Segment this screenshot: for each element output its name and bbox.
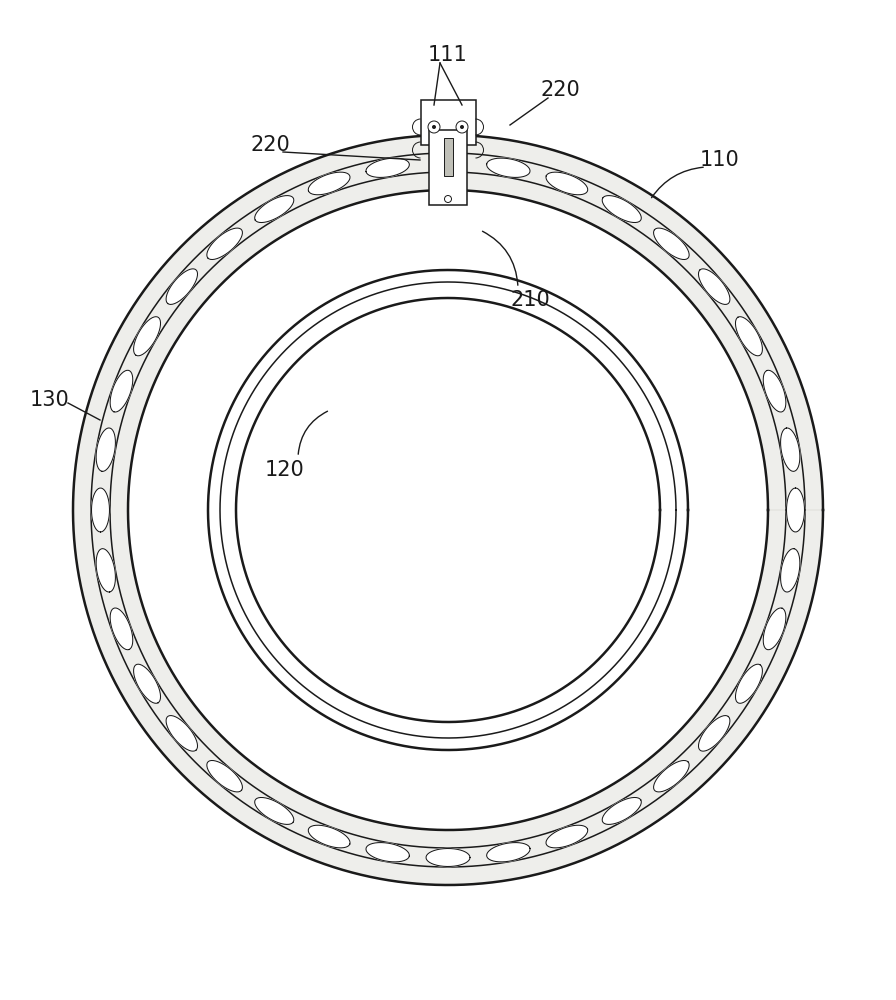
Polygon shape: [429, 130, 467, 205]
Circle shape: [428, 121, 440, 133]
Polygon shape: [546, 825, 588, 848]
Text: 130: 130: [30, 390, 70, 410]
Polygon shape: [73, 135, 823, 885]
Polygon shape: [736, 317, 762, 356]
Polygon shape: [254, 797, 294, 824]
Circle shape: [456, 121, 468, 133]
Polygon shape: [780, 428, 800, 471]
Polygon shape: [787, 488, 805, 532]
Polygon shape: [207, 228, 243, 260]
Circle shape: [432, 125, 436, 129]
Polygon shape: [308, 172, 350, 195]
Polygon shape: [653, 760, 689, 792]
Text: 120: 120: [265, 460, 305, 480]
Polygon shape: [166, 269, 197, 304]
Text: 111: 111: [428, 45, 468, 65]
Polygon shape: [420, 100, 476, 145]
Polygon shape: [96, 549, 116, 592]
Polygon shape: [254, 196, 294, 223]
Polygon shape: [699, 269, 730, 304]
Polygon shape: [602, 196, 642, 223]
Polygon shape: [736, 664, 762, 703]
Polygon shape: [487, 158, 530, 177]
Polygon shape: [763, 370, 786, 412]
Polygon shape: [110, 608, 133, 650]
Polygon shape: [96, 428, 116, 471]
Polygon shape: [207, 760, 243, 792]
Polygon shape: [91, 488, 109, 532]
Polygon shape: [134, 317, 160, 356]
Polygon shape: [487, 843, 530, 862]
Polygon shape: [134, 664, 160, 703]
Text: 220: 220: [250, 135, 290, 155]
Polygon shape: [763, 608, 786, 650]
Polygon shape: [699, 716, 730, 751]
Text: 220: 220: [540, 80, 580, 100]
Polygon shape: [602, 797, 642, 824]
Text: 210: 210: [510, 290, 550, 310]
Polygon shape: [166, 716, 197, 751]
Circle shape: [460, 125, 464, 129]
Polygon shape: [110, 370, 133, 412]
Polygon shape: [546, 172, 588, 195]
Polygon shape: [780, 549, 800, 592]
Polygon shape: [366, 843, 409, 862]
Polygon shape: [426, 849, 470, 866]
Polygon shape: [653, 228, 689, 260]
Text: 110: 110: [700, 150, 740, 170]
Polygon shape: [444, 138, 452, 176]
Polygon shape: [308, 825, 350, 848]
Circle shape: [444, 196, 452, 202]
Polygon shape: [366, 158, 409, 177]
